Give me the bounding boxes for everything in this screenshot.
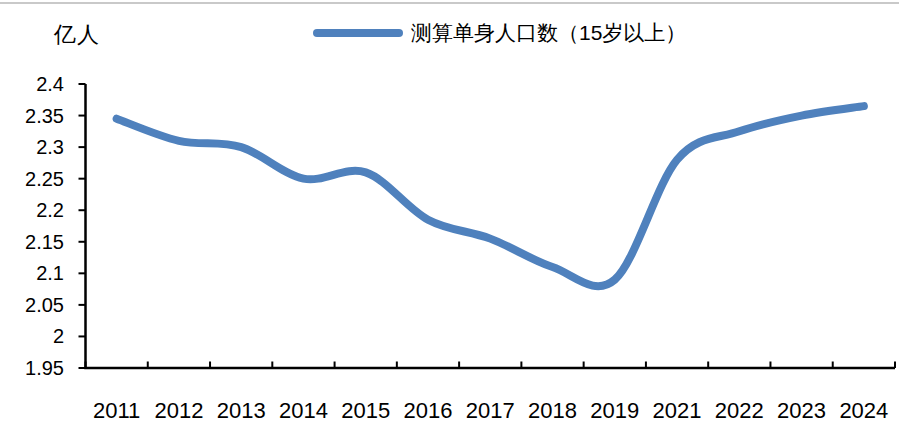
y-tick-label: 2.25 <box>25 168 64 190</box>
y-tick-label: 2.2 <box>36 199 64 221</box>
x-tick-label: 2023 <box>777 398 826 423</box>
y-tick-label: 2.15 <box>25 231 64 253</box>
y-tick-label: 2.3 <box>36 136 64 158</box>
x-tick-label: 2024 <box>839 398 888 423</box>
y-tick-label: 1.95 <box>25 357 64 379</box>
x-tick-label: 2015 <box>341 398 390 423</box>
x-tick-label: 2016 <box>404 398 453 423</box>
y-tick-label: 2.35 <box>25 105 64 127</box>
x-tick-label: 2014 <box>279 398 328 423</box>
chart-container: 亿人 测算单身人口数（15岁以上） 2.42.352.32.252.22.152… <box>0 0 899 437</box>
x-tick-label: 2013 <box>217 398 266 423</box>
x-tick-label: 2018 <box>528 398 577 423</box>
series-line <box>117 106 864 286</box>
axis-lines <box>86 84 896 368</box>
x-tick-label: 2021 <box>653 398 702 423</box>
y-tick-label: 2.1 <box>36 262 64 284</box>
x-tick-label: 2012 <box>154 398 203 423</box>
x-tick-label: 2017 <box>466 398 515 423</box>
y-tick-label: 2.4 <box>36 73 64 95</box>
x-tick-label: 2022 <box>715 398 764 423</box>
x-tick-label: 2019 <box>590 398 639 423</box>
y-tick-label: 2 <box>53 325 64 347</box>
y-tick-label: 2.05 <box>25 294 64 316</box>
x-tick-label: 2011 <box>93 398 140 423</box>
line-chart-svg: 2.4 2.35 2.3 2.25 2.2 2.15 2.1 2.05 2 1.95 2011 201… <box>0 0 899 437</box>
